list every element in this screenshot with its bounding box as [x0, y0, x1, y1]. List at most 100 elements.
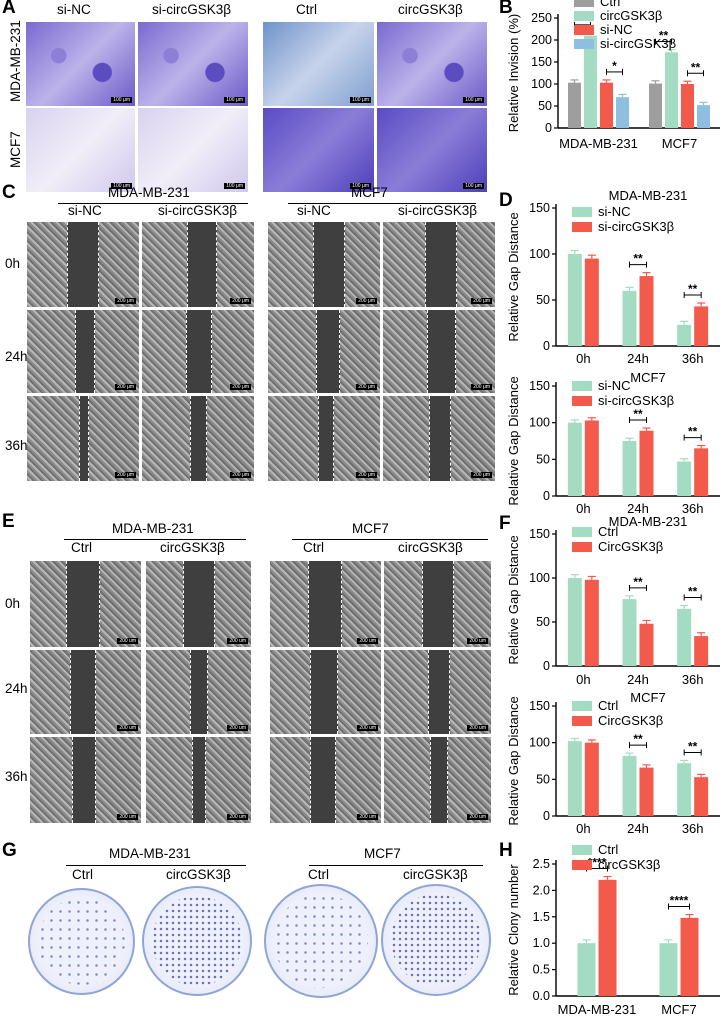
legend-swatch	[574, 39, 594, 49]
panel-c-group-mda: MDA-MB-231	[108, 185, 190, 200]
x-tick-label: 24h	[627, 351, 649, 366]
significance-label: *	[612, 59, 617, 73]
y-tick-label: 250	[531, 11, 552, 25]
wound-image-c-mda-si-nc-24h: 200 μm	[27, 310, 139, 393]
colony-dish-mda-ctrl	[28, 888, 135, 995]
x-tick-label: 0h	[576, 501, 590, 516]
y-tick-label: 0	[543, 809, 550, 823]
panel-c-group-line-mcf7	[288, 203, 476, 204]
legend-swatch	[572, 381, 592, 391]
bar-ctrl	[567, 741, 582, 816]
panel-a-col-si-nc: si-NC	[57, 2, 91, 17]
bar-si-circgsk3β	[697, 105, 710, 128]
panel-e-group-mda: MDA-MB-231	[112, 521, 194, 536]
wound-image-c-mcf7-si-circ-0h: 200 μm	[383, 222, 495, 307]
panel-a-row-mcf7: MCF7	[8, 131, 23, 168]
panel-c-group-line-mda	[58, 203, 248, 204]
y-tick-label: 100	[531, 77, 552, 91]
bar-ctrl	[649, 83, 662, 128]
legend-swatch	[574, 25, 594, 35]
bar-circgsk3β	[584, 742, 599, 816]
x-tick-label: 0h	[576, 821, 590, 836]
significance-label: **	[633, 575, 643, 589]
bar-circgsk3β	[694, 636, 709, 666]
wound-image-c-mcf7-si-nc-24h: 200 μm	[268, 310, 380, 393]
legend-label: si-NC	[598, 204, 631, 219]
y-tick-label: 200	[531, 33, 552, 47]
panel-g-col-ctrl-mcf7: Ctrl	[308, 867, 329, 882]
y-tick-label: 50	[536, 293, 550, 307]
significance-label: **	[688, 585, 698, 599]
bar-si-nc	[677, 461, 692, 496]
chart-title: MDA-MB-231	[609, 188, 688, 203]
significance-label: **	[688, 282, 698, 296]
panel-c-row-24h: 24h	[5, 349, 28, 364]
legend-label: CircGSK3β	[598, 713, 663, 728]
wound-image-e-mda-circ-24h: 200 um	[146, 650, 251, 734]
y-tick-label: 150	[531, 55, 552, 69]
significance-label: **	[633, 732, 643, 746]
legend-label: Ctrl	[598, 842, 618, 857]
bar-ctrl	[659, 943, 678, 996]
chart-d-mcf7-gap: 0 50 100 150 Relative Gap Distance MCF7 0h 24h 3…	[506, 370, 720, 516]
bar-circgsk3β	[680, 917, 699, 996]
panel-e-col-ctrl-mcf7: Ctrl	[303, 540, 324, 555]
chart-h-colony: 0.0 0.5 1.0 1.5 2.0 2.5 Relative Clony number M…	[506, 842, 720, 1017]
bar-ctrl	[577, 943, 596, 996]
bar-si-circgsk3β	[639, 276, 654, 346]
legend-swatch	[572, 542, 592, 552]
panel-e-row-0h: 0h	[5, 596, 21, 611]
significance-label: **	[633, 407, 643, 421]
colony-dish-mcf7-ctrl	[264, 884, 378, 998]
panel-letter-e: E	[2, 511, 15, 532]
wound-image-e-mda-circ-36h: 200 um	[146, 737, 251, 823]
significance-label: ****	[670, 894, 689, 908]
x-tick-label: 36h	[682, 672, 704, 687]
y-tick-label: 150	[529, 699, 550, 713]
y-tick-label: 150	[529, 379, 550, 393]
y-tick-label: 50	[536, 452, 550, 466]
panel-a-row-mda: MDA-MB-231	[8, 20, 23, 102]
bar-si-circgsk3β	[639, 430, 654, 496]
x-tick-label: MCF7	[662, 136, 697, 151]
chart-f-mda-gap: 0 50 100 150 Relative Gap Distance MDA-MB-231…	[506, 516, 720, 687]
bar-circgsk3β	[665, 52, 678, 128]
bar-si-nc	[681, 84, 694, 128]
y-tick-label: 100	[529, 416, 550, 430]
bar-si-nc	[622, 441, 637, 496]
panel-letter-a: A	[2, 0, 16, 18]
panel-g-col-circ-mcf7: circGSK3β	[403, 867, 468, 882]
wound-image-c-mcf7-si-nc-36h: 200 μm	[268, 396, 380, 481]
y-tick-label: 1.0	[533, 936, 550, 950]
chart-title: MCF7	[630, 370, 665, 385]
legend-label: si-circGSK3β	[598, 393, 674, 408]
legend-swatch	[572, 207, 592, 217]
wound-image-c-mcf7-si-nc-0h: 200 μm	[268, 222, 380, 307]
y-tick-label: 0	[545, 121, 552, 135]
legend-label: circGSK3β	[600, 8, 662, 23]
y-tick-label: 150	[529, 527, 550, 541]
invasion-image-mcf7-si-circ: 100 μm	[138, 108, 248, 192]
legend-label: Ctrl	[598, 698, 618, 713]
y-tick-label: 0	[543, 659, 550, 673]
panel-letter-f: F	[499, 513, 511, 534]
panel-e-row-36h: 36h	[5, 769, 28, 784]
invasion-image-mda-si-circ: 100 μm	[138, 22, 248, 106]
panel-e-group-line-mda	[64, 539, 246, 540]
y-tick-label: 50	[536, 772, 550, 786]
bar-si-nc	[567, 422, 582, 496]
panel-g-group-mcf7: MCF7	[364, 846, 401, 861]
panel-e-col-ctrl-mda: Ctrl	[71, 540, 92, 555]
bar-si-circgsk3β	[584, 420, 599, 496]
wound-image-e-mcf7-circ-24h: 200 um	[384, 650, 491, 734]
bar-si-circgsk3β	[694, 448, 709, 496]
invasion-image-mda-ctrl: 100 μm	[263, 22, 374, 106]
legend-label: si-NC	[598, 378, 631, 393]
legend-label: Ctrl	[598, 524, 618, 539]
y-tick-label: 0	[543, 489, 550, 503]
legend-label: si-circGSK3β	[598, 219, 674, 234]
panel-g-group-line-mda	[66, 865, 246, 866]
y-tick-label: 2.5	[533, 857, 550, 871]
y-tick-label: 1.5	[533, 910, 550, 924]
y-tick-label: 0.0	[533, 989, 550, 1003]
